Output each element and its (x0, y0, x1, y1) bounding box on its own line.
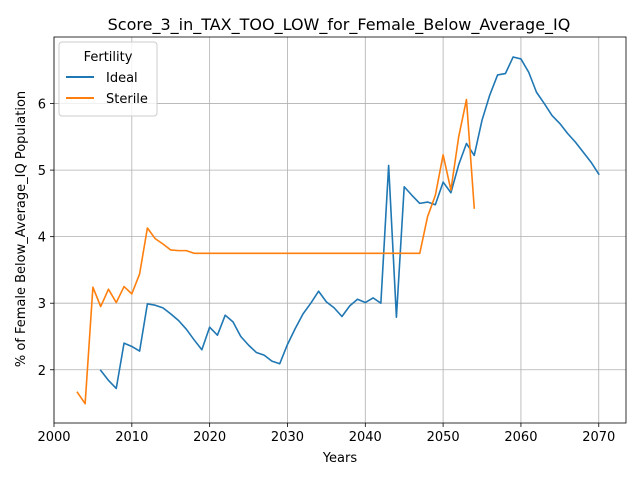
y-tick-label-4: 4 (38, 231, 46, 246)
x-tick-label-2000: 2000 (37, 430, 70, 445)
x-tick-label-2010: 2010 (115, 430, 148, 445)
x-axis-label: Years (322, 451, 358, 466)
y-tick-label-5: 5 (38, 164, 46, 179)
legend: Fertility Ideal Sterile (58, 41, 158, 117)
y-tick-label-3: 3 (38, 297, 46, 312)
x-tick-label-2030: 2030 (271, 430, 304, 445)
grid-lines (53, 37, 626, 423)
plot-frame (53, 36, 627, 424)
x-tick-label-2050: 2050 (427, 430, 460, 445)
x-tick-label-2040: 2040 (349, 430, 382, 445)
legend-label-ideal: Ideal (106, 71, 138, 86)
x-axis-ticks: 2000 2010 2020 2030 2040 2050 2060 2070 (37, 423, 615, 445)
x-tick-label-2020: 2020 (193, 430, 226, 445)
chart-title: Score_3_in_TAX_TOO_LOW_for_Female_Below_… (108, 15, 571, 35)
series-line-ideal (99, 56, 600, 390)
x-tick-label-2060: 2060 (504, 430, 537, 445)
legend-label-sterile: Sterile (106, 92, 148, 107)
axes (53, 36, 627, 424)
x-tick-label-2070: 2070 (582, 430, 615, 445)
series-layer (76, 56, 600, 405)
y-axis-ticks: 2 3 4 5 6 (38, 98, 54, 379)
legend-title: Fertility (84, 50, 133, 65)
series-line-sterile (76, 98, 476, 405)
y-tick-label-2: 2 (38, 364, 46, 379)
y-axis-label: % of Female Below_Average_IQ Population (14, 91, 29, 367)
y-tick-label-6: 6 (38, 98, 46, 113)
